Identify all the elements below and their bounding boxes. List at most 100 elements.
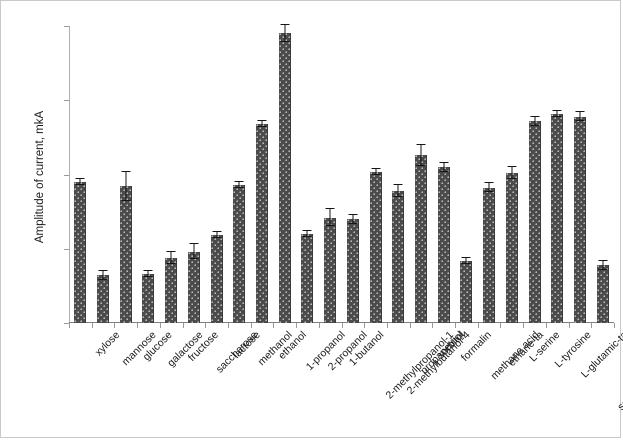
bar: [142, 274, 155, 323]
error-bar-cap: [507, 177, 517, 179]
error-bar-cap: [439, 161, 449, 163]
y-tick: [64, 248, 69, 250]
error-bar: [102, 271, 104, 280]
error-bar-cap: [371, 167, 381, 169]
x-tick: [250, 323, 252, 328]
error-bar-cap: [75, 183, 85, 185]
x-tick: [114, 323, 116, 328]
bar-group: [205, 26, 228, 323]
error-bar: [329, 208, 331, 227]
error-bar-cap: [189, 243, 199, 245]
error-bar: [170, 251, 172, 264]
bar-group: [183, 26, 206, 323]
bar-group: [273, 23, 296, 323]
bar-group: [500, 26, 523, 323]
x-tick: [523, 323, 525, 328]
error-bar-cap: [416, 143, 426, 145]
error-bar-cap: [121, 200, 131, 202]
x-tick: [341, 323, 343, 328]
error-bar: [465, 257, 467, 264]
bar: [414, 155, 427, 323]
x-tick: [318, 323, 320, 328]
bar: [596, 265, 609, 323]
x-tick: [364, 323, 366, 328]
bar-group: [478, 26, 501, 323]
error-bar-cap: [598, 268, 608, 270]
error-bar: [443, 162, 445, 172]
error-bar-cap: [98, 270, 108, 272]
error-bar: [511, 167, 513, 179]
bar-group: [69, 26, 92, 323]
bar-group: [364, 26, 387, 323]
error-bar-cap: [348, 222, 358, 224]
x-tick: [432, 323, 434, 328]
bar: [346, 219, 359, 323]
x-tick: [455, 323, 457, 328]
bar: [528, 121, 541, 323]
bar-group: [342, 26, 365, 323]
error-bar-cap: [507, 166, 517, 168]
x-tick: [614, 323, 615, 328]
bar-group: [591, 26, 614, 323]
x-tick: [386, 323, 388, 328]
x-tick: [296, 323, 298, 328]
error-bar: [420, 144, 422, 166]
bar-group: [114, 26, 137, 323]
error-bar-cap: [325, 225, 335, 227]
bar-group: [160, 26, 183, 323]
x-tick: [159, 323, 161, 328]
bar: [74, 181, 87, 323]
error-bar-cap: [575, 120, 585, 122]
error-bar-cap: [393, 195, 403, 197]
error-bar: [534, 116, 535, 126]
error-bar-cap: [234, 186, 244, 188]
bar-group: [569, 26, 592, 323]
bar-group: [523, 26, 546, 323]
bar: [460, 260, 473, 323]
error-bar: [147, 271, 149, 277]
bar-group: [228, 26, 251, 323]
error-bar: [306, 230, 308, 237]
bar: [301, 233, 314, 323]
error-bar-cap: [552, 115, 562, 117]
x-tick: [500, 323, 502, 328]
error-bar-cap: [212, 237, 222, 239]
bar: [324, 217, 337, 323]
error-bar-cap: [212, 231, 222, 233]
x-tick: [591, 323, 593, 328]
error-bar-cap: [121, 170, 131, 172]
error-bar-cap: [75, 177, 85, 179]
x-tick: [409, 323, 411, 328]
bar-group: [296, 26, 319, 323]
error-bar-cap: [575, 111, 585, 113]
error-bar-cap: [280, 23, 290, 25]
x-tick: [273, 323, 275, 328]
error-bar: [193, 244, 195, 260]
bar: [483, 187, 496, 323]
error-bar-cap: [325, 207, 335, 209]
error-bar: [397, 184, 399, 197]
error-bar-cap: [552, 109, 562, 111]
x-axis-line: [69, 322, 614, 323]
bar: [573, 116, 586, 323]
error-bar-cap: [302, 235, 312, 237]
bar-group: [455, 26, 478, 323]
error-bar-cap: [189, 258, 199, 260]
error-bar: [579, 112, 581, 122]
error-bar-cap: [484, 191, 494, 193]
bar: [97, 275, 110, 323]
bar-group: [546, 26, 569, 323]
error-bar-cap: [484, 182, 494, 184]
error-bar-cap: [371, 173, 381, 175]
error-bar: [375, 168, 377, 175]
error-bar-cap: [234, 180, 244, 182]
error-bar: [602, 260, 604, 270]
y-tick: [64, 26, 69, 27]
error-bar: [238, 181, 240, 188]
error-bar-cap: [302, 229, 312, 231]
bar: [256, 124, 268, 323]
error-bar-cap: [598, 259, 608, 261]
bar-group: [251, 26, 274, 323]
error-bar-cap: [143, 275, 153, 277]
x-tick: [69, 323, 70, 328]
